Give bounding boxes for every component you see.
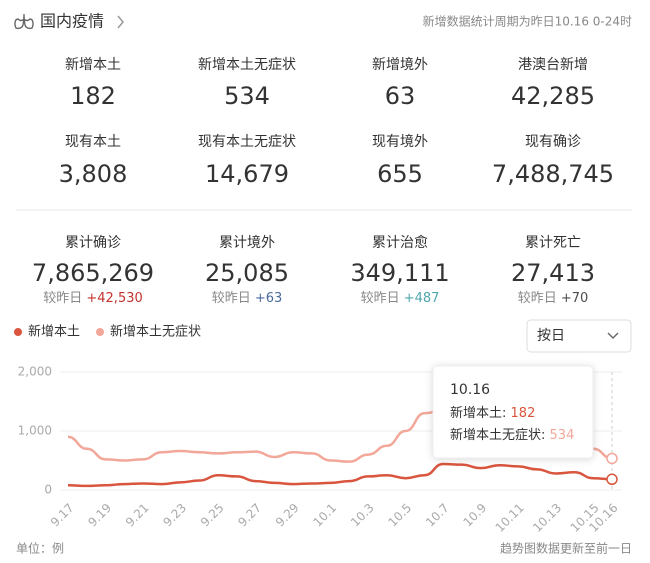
total-label: 累计境外: [219, 235, 275, 251]
total-change: 较昨日 +42,530: [43, 291, 143, 306]
stat-label: 现有本土: [65, 134, 121, 150]
total-label: 累计确诊: [65, 235, 121, 251]
x-tick-label: 9.29: [273, 501, 302, 530]
tooltip-value: 534: [550, 428, 575, 443]
legend-label: 新增本土无症状: [110, 324, 201, 340]
stat-value: 655: [377, 160, 423, 188]
hover-point: [606, 452, 618, 465]
total-label: 累计死亡: [525, 235, 581, 251]
legend-dot: [14, 328, 22, 336]
change-label: 较昨日: [212, 291, 251, 306]
x-tick-label: 10.5: [385, 501, 414, 530]
tooltip-line: 新增本土: 182: [450, 405, 535, 421]
tooltip-line: 新增本土无症状: 534: [450, 427, 574, 443]
hover-point: [606, 473, 618, 486]
change-label: 较昨日: [518, 291, 557, 306]
total-change: 较昨日 +70: [518, 291, 589, 306]
dropdown-label[interactable]: 按日: [537, 328, 565, 344]
stat-label: 新增本土: [65, 57, 121, 73]
stat-label: 现有境外: [372, 134, 428, 150]
change-label: 较昨日: [43, 291, 82, 306]
stat-value: 182: [70, 82, 116, 110]
x-tick-label: 10.1: [310, 501, 339, 530]
stat-value: 3,808: [59, 160, 128, 188]
stat-value: 63: [385, 82, 416, 110]
x-tick-label: 10.9: [460, 501, 489, 530]
tooltip-title: 10.16: [450, 382, 490, 398]
y-tick-label: 0: [44, 483, 52, 497]
x-tick-label: 9.25: [198, 501, 227, 530]
change-value: +487: [404, 291, 440, 306]
header-note: 新增数据统计周期为昨日10.16 0-24时: [423, 14, 632, 29]
x-tick-label: 10.13: [530, 501, 564, 535]
y-tick-label: 2,000: [18, 365, 52, 379]
total-value: 349,111: [350, 259, 449, 287]
y-tick-label: 1,000: [18, 424, 52, 438]
tooltip-label: 新增本土:: [450, 405, 506, 421]
tooltip-value: 182: [511, 406, 536, 421]
total-label: 累计治愈: [372, 235, 428, 251]
x-tick-label: 9.27: [235, 501, 264, 530]
stat-label: 港澳台新增: [518, 57, 588, 73]
stat-value: 42,285: [511, 82, 595, 110]
footer-unit: 单位：例: [16, 541, 64, 556]
legend-dot: [96, 328, 105, 336]
total-change: 较昨日 +487: [361, 291, 440, 306]
stat-label: 新增本土无症状: [198, 57, 296, 73]
total-value: 7,865,269: [32, 259, 154, 287]
series-line: [67, 462, 613, 488]
x-tick-label: 9.19: [85, 501, 114, 530]
total-value: 25,085: [205, 259, 289, 287]
dropdown-arrow[interactable]: [607, 332, 619, 339]
tooltip: 10.16 新增本土: 182 新增本土无症状: 534: [432, 365, 594, 459]
x-tick-label: 9.23: [160, 501, 189, 530]
dropdown[interactable]: [526, 319, 632, 353]
change-value: +63: [255, 291, 282, 306]
tooltip-box: [432, 365, 594, 459]
footer-note: 趋势图数据更新至前一日: [500, 541, 632, 556]
stat-label: 新增境外: [372, 57, 428, 73]
x-tick-label: 10.7: [423, 501, 452, 530]
header-title[interactable]: 国内疫情: [40, 12, 104, 31]
x-tick-label: 9.17: [48, 501, 77, 530]
x-tick-label: 9.21: [123, 501, 152, 530]
change-label: 较昨日: [361, 291, 400, 306]
stat-value: 534: [224, 82, 270, 110]
change-value: +42,530: [86, 291, 142, 306]
stat-label: 现有本土无症状: [198, 134, 296, 150]
stat-value: 7,488,745: [492, 160, 614, 188]
x-tick-label: 10.3: [348, 501, 377, 530]
tooltip-label: 新增本土无症状:: [450, 427, 545, 443]
total-change: 较昨日 +63: [212, 291, 283, 306]
x-tick-label: 10.11: [493, 501, 527, 535]
legend-label: 新增本土: [28, 324, 80, 340]
stat-value: 14,679: [205, 160, 289, 188]
total-value: 27,413: [511, 259, 595, 287]
lung-icon: [14, 14, 34, 30]
change-value: +70: [561, 291, 588, 306]
chevron[interactable]: [117, 15, 124, 29]
stat-label: 现有确诊: [525, 134, 581, 150]
